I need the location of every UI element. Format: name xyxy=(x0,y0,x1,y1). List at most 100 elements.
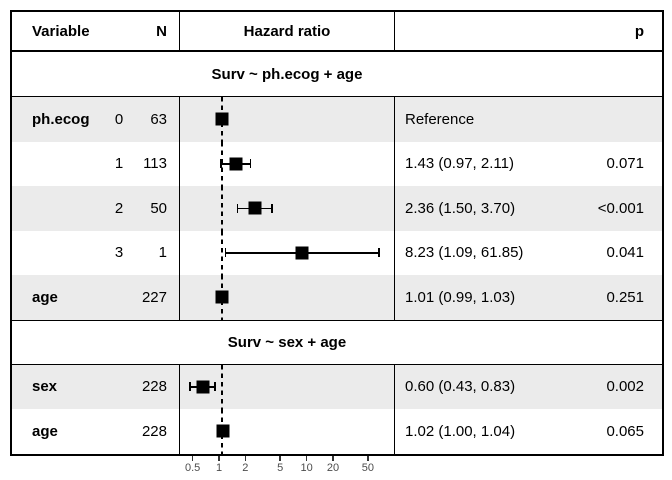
variable-label: age xyxy=(32,288,58,306)
hr-marker xyxy=(216,424,230,438)
variable-label: age xyxy=(32,422,58,440)
table-header-row: Variable N Hazard ratio p xyxy=(12,12,662,52)
header-right-cell: p xyxy=(395,12,662,50)
p-value: <0.001 xyxy=(597,199,644,217)
ci-cap-left xyxy=(236,203,239,213)
row-right-cell: Reference xyxy=(395,97,662,142)
estimate-label: Reference xyxy=(405,110,475,128)
reference-line xyxy=(221,186,223,231)
axis-tick-label: 20 xyxy=(326,461,340,474)
n-value: 50 xyxy=(150,199,167,217)
estimate-label: 0.60 (0.43, 0.83) xyxy=(405,378,516,396)
section-header-row: Surv ~ sex + age xyxy=(12,319,662,365)
axis-tick-label: 0.5 xyxy=(184,461,201,474)
n-value: 228 xyxy=(141,378,167,396)
hr-marker xyxy=(248,201,262,215)
axis-tick xyxy=(305,455,308,461)
estimate-label: 8.23 (1.09, 61.85) xyxy=(405,244,524,262)
section-spacer xyxy=(12,52,179,96)
hr-marker xyxy=(295,246,309,260)
level-label: 2 xyxy=(114,199,124,217)
axis-tick-label: 10 xyxy=(300,461,313,474)
row-left-cell: sex 228 xyxy=(12,365,179,410)
hr-marker xyxy=(196,380,210,394)
header-left-cell: Variable N xyxy=(12,12,179,50)
x-axis: 0.5 1 2 5 10 20 50 xyxy=(10,455,660,480)
axis-tick-label: 1 xyxy=(215,461,223,474)
reference-line xyxy=(221,364,223,409)
n-value: 228 xyxy=(141,422,167,440)
estimate-label: 1.43 (0.97, 2.11) xyxy=(405,155,514,173)
axis-tick-label: 2 xyxy=(242,461,249,474)
ci-cap-right xyxy=(271,203,273,213)
variable-label: ph.ecog xyxy=(32,110,90,128)
p-column-header: p xyxy=(634,22,644,40)
hazard-ratio-table: Variable N Hazard ratio p Surv ~ ph.ecog… xyxy=(10,10,664,456)
n-value: 227 xyxy=(141,288,167,306)
row-left-cell: age 227 xyxy=(12,275,179,320)
estimate-label: 2.36 (1.50, 3.70) xyxy=(405,199,516,217)
ci-cap-left xyxy=(224,248,227,258)
axis-tick-label: 5 xyxy=(277,461,284,474)
p-value: 0.251 xyxy=(606,288,644,306)
row-left-cell: ph.ecog 0 63 xyxy=(12,97,179,142)
table-row: 1 113 1.43 (0.97, 2.11) 0.071 xyxy=(12,141,662,187)
level-label: 3 xyxy=(114,244,124,262)
p-value: 0.071 xyxy=(606,155,644,173)
variable-label: sex xyxy=(32,378,58,396)
reference-line xyxy=(221,230,223,275)
forest-panel-cell xyxy=(179,364,395,409)
row-right-cell: 1.01 (0.99, 1.03) 0.251 xyxy=(395,275,662,320)
table-row: sex 228 0.60 (0.43, 0.83) 0.002 xyxy=(12,364,662,410)
table-row: 2 50 2.36 (1.50, 3.70) <0.001 xyxy=(12,186,662,231)
axis-tick xyxy=(332,455,334,461)
estimate-label: 1.02 (1.00, 1.04) xyxy=(405,422,516,440)
row-right-cell: 1.02 (1.00, 1.04) 0.065 xyxy=(395,409,662,454)
p-value: 0.002 xyxy=(606,378,644,396)
forest-panel-cell xyxy=(179,409,395,454)
n-value: 1 xyxy=(158,244,167,262)
row-left-cell: age 228 xyxy=(12,409,179,454)
section-title: Surv ~ sex + age xyxy=(227,333,347,351)
row-left-cell: 1 113 xyxy=(12,142,179,187)
level-label: 0 xyxy=(114,110,124,128)
estimate-label: 1.01 (0.99, 1.03) xyxy=(405,288,516,306)
table-row: age 227 1.01 (0.99, 1.03) 0.251 xyxy=(12,275,662,320)
section-header-row: Surv ~ ph.ecog + age xyxy=(12,52,662,97)
ci-cap-right xyxy=(214,382,216,392)
row-right-cell: 0.60 (0.43, 0.83) 0.002 xyxy=(395,365,662,410)
section-title: Surv ~ ph.ecog + age xyxy=(211,65,363,83)
p-value: 0.065 xyxy=(606,422,644,440)
ci-cap-left xyxy=(189,382,191,392)
axis-tick xyxy=(279,455,281,461)
level-label: 1 xyxy=(114,155,124,173)
ci-cap-right xyxy=(249,159,252,169)
row-left-cell: 2 50 xyxy=(12,186,179,231)
axis-tick xyxy=(218,455,220,461)
row-right-cell: 1.43 (0.97, 2.11) 0.071 xyxy=(395,142,662,187)
forest-panel-cell xyxy=(179,275,395,320)
axis-tick xyxy=(191,455,194,461)
forest-panel-cell xyxy=(179,97,395,142)
table-row: 3 1 8.23 (1.09, 61.85) 0.041 xyxy=(12,230,662,276)
ci-cap-left xyxy=(220,159,222,169)
axis-tick-label: 50 xyxy=(361,461,374,474)
hr-marker xyxy=(229,157,243,171)
row-right-cell: 2.36 (1.50, 3.70) <0.001 xyxy=(395,186,662,231)
forest-panel-cell xyxy=(179,186,395,231)
axis-tick xyxy=(367,455,369,461)
hr-marker xyxy=(215,112,229,126)
variable-column-header: Variable xyxy=(32,22,90,40)
n-value: 63 xyxy=(150,110,167,128)
row-right-cell: 8.23 (1.09, 61.85) 0.041 xyxy=(395,231,662,276)
p-value: 0.041 xyxy=(606,244,644,262)
ci-cap-right xyxy=(378,248,380,258)
forest-panel-cell xyxy=(179,230,395,275)
n-column-header: N xyxy=(156,22,167,40)
n-value: 113 xyxy=(143,155,167,173)
table-row: age 228 1.02 (1.00, 1.04) 0.065 xyxy=(12,409,662,454)
axis-tick xyxy=(244,455,247,461)
table-row: ph.ecog 0 63 Reference xyxy=(12,97,662,142)
